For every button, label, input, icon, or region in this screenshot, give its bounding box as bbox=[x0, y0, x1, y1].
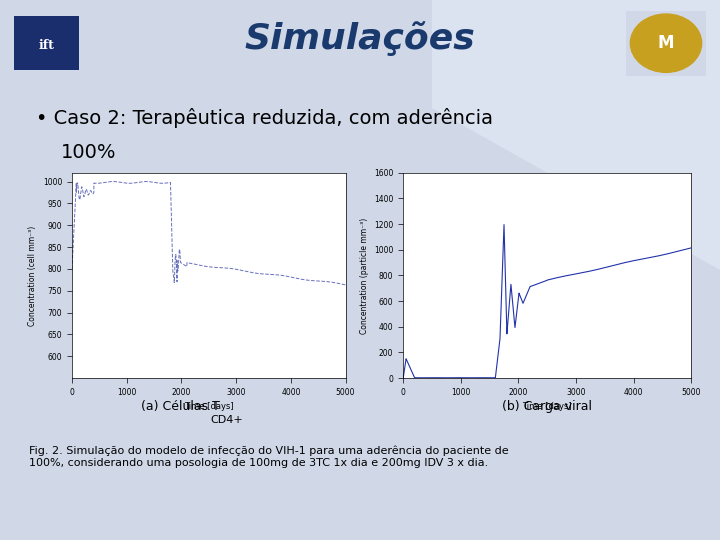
Text: M: M bbox=[658, 34, 674, 52]
Text: ift: ift bbox=[39, 39, 55, 52]
Text: • Caso 2: Terapêutica reduzida, com aderência: • Caso 2: Terapêutica reduzida, com ader… bbox=[36, 108, 493, 128]
Y-axis label: Concentration (cell mm⁻³): Concentration (cell mm⁻³) bbox=[28, 225, 37, 326]
Y-axis label: Concentration (particle mm⁻³): Concentration (particle mm⁻³) bbox=[359, 217, 369, 334]
Text: Fig. 2. Simulação do modelo de infecção do VIH-1 para uma aderência do paciente : Fig. 2. Simulação do modelo de infecção … bbox=[29, 446, 508, 468]
Text: CD4+: CD4+ bbox=[210, 415, 243, 425]
X-axis label: Time [days]: Time [days] bbox=[184, 402, 233, 411]
Text: (a) Células T: (a) Células T bbox=[140, 400, 220, 413]
Text: (b) Carga viral: (b) Carga viral bbox=[503, 400, 593, 413]
Circle shape bbox=[631, 14, 701, 72]
Polygon shape bbox=[432, 0, 720, 270]
Text: 100%: 100% bbox=[61, 143, 117, 162]
Text: Simulações: Simulações bbox=[245, 22, 475, 57]
X-axis label: Time [days]: Time [days] bbox=[523, 402, 572, 411]
